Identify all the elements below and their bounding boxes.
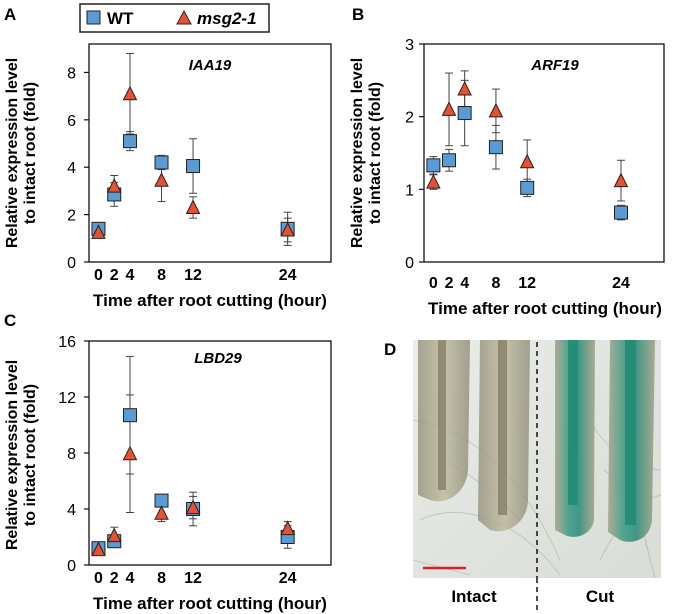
chart-a-wt-point — [122, 134, 137, 149]
chart-c-xlabel: Time after root cutting (hour) — [93, 594, 327, 613]
chart-b-xtick-label: 8 — [491, 275, 500, 292]
chart-a-xtick-label: 4 — [126, 267, 135, 284]
chart-c-ytick-label: 0 — [67, 558, 76, 575]
chart-a-msg2-point — [106, 178, 122, 193]
legend-box — [79, 3, 270, 33]
chart-b-msg2-point — [488, 102, 504, 118]
legend-wt-icon — [86, 10, 101, 25]
chart-b-wt-point — [614, 205, 629, 220]
panel-letter-a: A — [4, 5, 16, 24]
chart-a-msg2-point — [122, 85, 138, 101]
legend-msg2-icon — [176, 9, 192, 25]
micrograph — [413, 340, 661, 578]
panel-letter-d: D — [384, 340, 396, 359]
chart-a-xtick-label: 12 — [184, 267, 202, 284]
legend-msg2-label: msg2-1 — [197, 9, 257, 28]
chart-b-title: ARF19 — [530, 57, 579, 74]
chart-a-wt-point — [186, 159, 201, 174]
chart-a-msg2-point — [185, 199, 201, 214]
chart-c-wt-point — [122, 408, 137, 423]
chart-b-ytick-label: 1 — [405, 182, 414, 199]
chart-b-frame — [423, 43, 665, 263]
chart-c-msg2-point — [280, 520, 295, 536]
chart-c-msg2-point — [154, 505, 169, 520]
chart-b-msg2-point — [457, 80, 472, 96]
chart-c-ytick-label: 4 — [67, 502, 76, 519]
chart-a-xlabel: Time after root cutting (hour) — [93, 291, 327, 310]
chart-b-msg2-point — [441, 101, 457, 116]
chart-a-xtick-label: 0 — [94, 267, 103, 284]
chart-c-xtick-label: 4 — [126, 570, 135, 587]
chart-b-ylabel-line2: to intact root (fold) — [367, 82, 384, 224]
panel-letter-c: C — [4, 311, 16, 330]
label-intact: Intact — [451, 587, 497, 606]
chart-a-ytick-label: 2 — [67, 208, 76, 225]
chart-b-msg2-point — [426, 173, 441, 189]
chart-a-msg2-point — [280, 221, 295, 237]
legend: WT msg2-1 — [79, 3, 270, 33]
chart-c-xtick-label: 2 — [110, 570, 119, 587]
chart-a-ylabel-line2: to intact root (fold) — [22, 82, 39, 224]
chart-b-wt-point — [442, 153, 457, 168]
chart-c-title: LBD29 — [194, 350, 242, 367]
chart-b-ytick-label: 0 — [405, 255, 414, 272]
chart-b-ytick-label: 2 — [405, 110, 414, 127]
chart-b-ytick-label: 3 — [405, 37, 414, 54]
chart-a-msg2-point — [154, 172, 169, 187]
panel-letter-b: B — [352, 5, 364, 24]
chart-c-ylabel-line1: Relative expression level — [4, 360, 21, 550]
chart-a-ytick-label: 4 — [67, 160, 76, 177]
chart-a-ytick-label: 6 — [67, 113, 76, 130]
chart-b-wt-point — [457, 106, 472, 121]
chart-c-msg2-point — [91, 541, 106, 557]
chart-c-xtick-label: 24 — [279, 570, 297, 587]
chart-b-xtick-label: 2 — [445, 275, 454, 292]
chart-c-ytick-label: 16 — [58, 334, 76, 351]
legend-wt-label: WT — [107, 9, 134, 28]
chart-b-wt-point — [426, 158, 441, 173]
chart-a-ylabel-line1: Relative expression level — [4, 58, 21, 248]
label-cut: Cut — [586, 587, 615, 606]
chart-b-ylabel-line1: Relative expression level — [349, 58, 366, 248]
chart-b-msg2-point — [519, 153, 535, 169]
chart-a-ytick-label: 0 — [67, 255, 76, 272]
chart-c-msg2-point — [122, 445, 138, 461]
chart-b-xlabel: Time after root cutting (hour) — [428, 299, 662, 318]
chart-c-msg2-point — [106, 527, 122, 543]
chart-a-wt-point — [154, 155, 169, 170]
chart-a-xtick-label: 8 — [157, 267, 166, 284]
chart-b-wt-point — [488, 140, 503, 155]
chart-c-xtick-label: 8 — [157, 570, 166, 587]
chart-c-ytick-label: 8 — [67, 446, 76, 463]
chart-b-xtick-label: 24 — [612, 275, 630, 292]
chart-b-xtick-label: 0 — [429, 275, 438, 292]
chart-a-frame — [88, 43, 332, 263]
chart-a-msg2-point — [91, 224, 106, 239]
chart-a-xtick-label: 2 — [110, 267, 119, 284]
chart-a-ytick-label: 8 — [67, 65, 76, 82]
chart-b-xtick-label: 4 — [460, 275, 469, 292]
chart-c-xtick-label: 0 — [94, 570, 103, 587]
chart-b-xtick-label: 12 — [518, 275, 536, 292]
chart-b-msg2-point — [613, 172, 629, 188]
chart-a-xtick-label: 24 — [279, 267, 297, 284]
chart-a-title: IAA19 — [189, 57, 232, 74]
chart-c-ylabel-line2: to intact root (fold) — [22, 384, 39, 526]
chart-c-frame — [88, 340, 332, 566]
chart-c-xtick-label: 12 — [184, 570, 202, 587]
chart-b-wt-point — [520, 180, 535, 195]
chart-c-msg2-point — [185, 499, 201, 515]
chart-c-ytick-label: 12 — [58, 390, 76, 407]
